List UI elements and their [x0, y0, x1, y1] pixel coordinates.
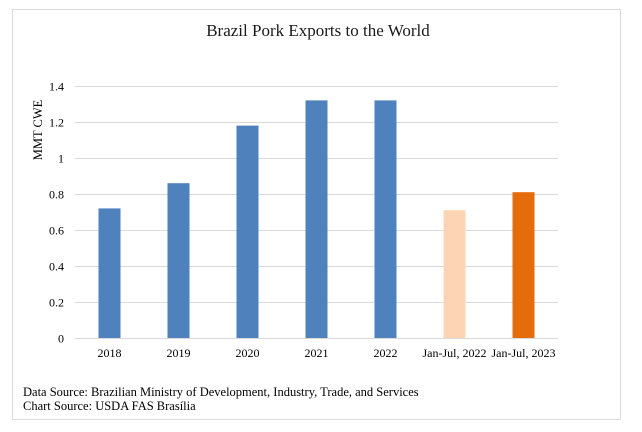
y-tick-label: 1.4 [49, 80, 64, 94]
bar-2019 [167, 183, 190, 338]
y-tick-label: 1 [58, 152, 64, 166]
x-tick-label: 2019 [167, 346, 191, 360]
y-tick-label: 1.2 [49, 116, 64, 130]
x-tick-label: Jan-Jul, 2022 [423, 346, 487, 360]
y-tick-label: 0 [58, 332, 64, 346]
bar-2020 [236, 125, 259, 338]
y-axis-label: MMT CWE [31, 99, 45, 160]
x-tick-labels: 2018 2019 2020 2021 2022 Jan-Jul, 2022 Jan-Jul… [98, 346, 556, 360]
chart-title: Brazil Pork Exports to the World [206, 21, 430, 40]
bars [98, 100, 535, 339]
bar-2022 [374, 100, 397, 339]
x-tick-label: 2018 [98, 346, 122, 360]
bar-jan-jul-2023 [512, 192, 535, 338]
bar-jan-jul-2022 [443, 210, 466, 338]
x-tick-label: Jan-Jul, 2023 [492, 346, 556, 360]
y-tick-label: 0.6 [49, 224, 64, 238]
x-tick-label: 2020 [236, 346, 260, 360]
y-tick-label: 0.8 [49, 188, 64, 202]
y-tick-label: 0.4 [49, 260, 64, 274]
chart-source-note: Chart Source: USDA FAS Brasília [23, 399, 196, 413]
bar-2021 [305, 100, 328, 339]
y-tick-label: 0.2 [49, 296, 64, 310]
data-source-note: Data Source: Brazilian Ministry of Devel… [23, 385, 419, 399]
x-tick-label: 2021 [305, 346, 329, 360]
y-tick-labels: 0 0.2 0.4 0.6 0.8 1 1.2 1.4 [49, 80, 64, 346]
x-tick-label: 2022 [374, 346, 398, 360]
bar-2018 [98, 208, 121, 338]
